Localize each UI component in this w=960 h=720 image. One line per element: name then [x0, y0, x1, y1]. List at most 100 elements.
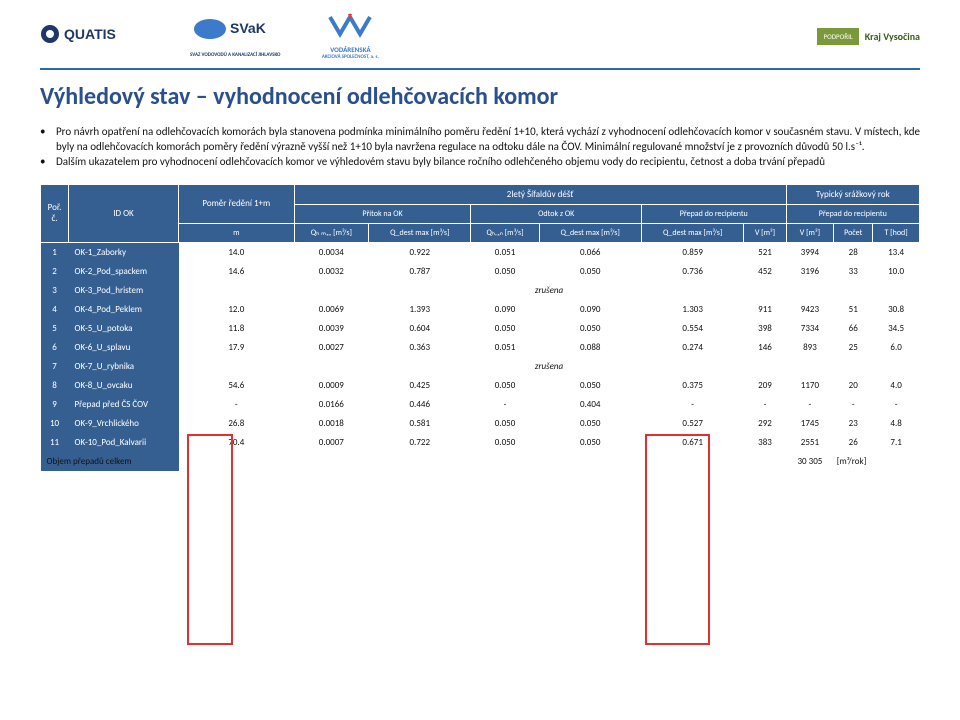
table-row: 1OK-1_Zaborky14.00.00340.9220.0510.0660.…	[41, 242, 920, 262]
logo-vas-sub: AKCIOVÁ SPOLEČNOST, a. s.	[320, 54, 380, 60]
cell-v2: 7334	[786, 319, 834, 338]
cell-t: 13.4	[873, 242, 920, 262]
cell-m: -	[179, 395, 295, 414]
sum-label: Objem přepadů celkem	[41, 452, 179, 471]
cell-qhr: 0.050	[471, 376, 539, 395]
sum-row: Objem přepadů celkem 30 305 [m³/rok]	[41, 452, 920, 471]
cell-p: 66	[834, 319, 873, 338]
cell-qh: 0.0039	[294, 319, 368, 338]
cell-v1: 292	[744, 414, 786, 433]
bullet-item: Pro návrh opatření na odlehčovacích komo…	[40, 125, 920, 155]
cell-qd2: 0.050	[539, 414, 641, 433]
cell-qd3: 0.274	[641, 338, 743, 357]
logo-svak-sub: SVAZ VODOVODŮ A KANALIZACÍ JIHLAVSKO	[190, 52, 280, 58]
cell-num: 1	[41, 242, 69, 262]
th-prepad2: Přepad do recipientu	[786, 204, 919, 223]
cell-qd2: 0.050	[539, 262, 641, 281]
bullet-list: Pro návrh opatření na odlehčovacích komo…	[40, 125, 920, 170]
cell-m: 17.9	[179, 338, 295, 357]
cell-qh: 0.0009	[294, 376, 368, 395]
cell-name: OK-8_U_ovcaku	[69, 376, 179, 395]
cell-qd1: 0.363	[369, 338, 471, 357]
cell-num: 6	[41, 338, 69, 357]
cell-num: 11	[41, 433, 69, 452]
cell-qh: 0.0069	[294, 300, 368, 319]
cell-v2: 893	[786, 338, 834, 357]
table-row: 5OK-5_U_potoka11.80.00390.6040.0500.0500…	[41, 319, 920, 338]
cell-qhr: 0.090	[471, 300, 539, 319]
cell-num: 3	[41, 281, 69, 300]
cell-qd1: 0.922	[369, 242, 471, 262]
table-row: 3OK-3_Pod_hristemzrušena	[41, 281, 920, 300]
table-row: 2OK-2_Pod_spackem14.60.00320.7870.0500.0…	[41, 262, 920, 281]
cell-name: OK-1_Zaborky	[69, 242, 179, 262]
table-wrap: Poř. č. ID OK Poměr ředění 1+m 2letý Šíf…	[40, 184, 920, 471]
logo-vas-name: VODÁRENSKÁ	[320, 45, 380, 54]
cell-p: 23	[834, 414, 873, 433]
th-qd3: Q_dest max [m³/s]	[641, 223, 743, 242]
cell-v2: 2551	[786, 433, 834, 452]
cell-name: Přepad před ČS ČOV	[69, 395, 179, 414]
table-row: 9Přepad před ČS ČOV-0.01660.446-0.404---…	[41, 395, 920, 414]
cell-qd1: 1.393	[369, 300, 471, 319]
cell-name: OK-9_Vrchlického	[69, 414, 179, 433]
cell-t: 7.1	[873, 433, 920, 452]
cell-qhr: 0.050	[471, 414, 539, 433]
th-prepad1: Přepad do recipientu	[641, 204, 786, 223]
cell-v1: 383	[744, 433, 786, 452]
cell-qh: 0.0018	[294, 414, 368, 433]
cell-v2: 1170	[786, 376, 834, 395]
th-v1: V [m³]	[744, 223, 786, 242]
cell-m: 26.8	[179, 414, 295, 433]
cell-name: OK-4_Pod_Peklem	[69, 300, 179, 319]
th-pocet: Počet	[834, 223, 873, 242]
table-row: 4OK-4_Pod_Peklem12.00.00691.3930.0900.09…	[41, 300, 920, 319]
cell-p: 28	[834, 242, 873, 262]
sponsor-box: PODPOŘIL Kraj Vysočina	[817, 28, 920, 45]
cell-name: OK-3_Pod_hristem	[69, 281, 179, 300]
cell-v2: 3196	[786, 262, 834, 281]
th-pritok: Přítok na OK	[294, 204, 471, 223]
cell-num: 8	[41, 376, 69, 395]
cell-qhr: 0.050	[471, 319, 539, 338]
cell-qd3: -	[641, 395, 743, 414]
table-row: 7OK-7_U_rybnikazrušena	[41, 357, 920, 376]
table-row: 10OK-9_Vrchlického26.80.00180.5810.0500.…	[41, 414, 920, 433]
cell-p: 33	[834, 262, 873, 281]
cell-qd3: 0.859	[641, 242, 743, 262]
th-v2: V [m³]	[786, 223, 834, 242]
cell-t: -	[873, 395, 920, 414]
th-qhr: Qₕᵣₐₙ [m³/s]	[471, 223, 539, 242]
sponsor-name: Kraj Vysočina	[865, 30, 920, 43]
cell-qd2: 0.090	[539, 300, 641, 319]
cell-t: 30.8	[873, 300, 920, 319]
cell-qh: 0.0034	[294, 242, 368, 262]
cell-v1: 398	[744, 319, 786, 338]
table-row: 11OK-10_Pod_Kalvarii70.40.00070.7220.050…	[41, 433, 920, 452]
cell-t: 4.8	[873, 414, 920, 433]
page-title: Výhledový stav – vyhodnocení odlehčovací…	[40, 82, 920, 111]
cell-name: OK-7_U_rybnika	[69, 357, 179, 376]
cell-qd1: 0.425	[369, 376, 471, 395]
cell-num: 5	[41, 319, 69, 338]
cell-qd1: 0.581	[369, 414, 471, 433]
logo-row: QUATIS SVaK SVAZ VODOVODŮ A KANALIZACÍ J…	[40, 12, 380, 60]
cell-p: 26	[834, 433, 873, 452]
cell-p: 20	[834, 376, 873, 395]
cell-name: OK-2_Pod_spackem	[69, 262, 179, 281]
cell-qh: 0.0027	[294, 338, 368, 357]
content: Výhledový stav – vyhodnocení odlehčovací…	[0, 82, 960, 471]
logo-vas: VODÁRENSKÁ AKCIOVÁ SPOLEČNOST, a. s.	[320, 12, 380, 60]
cell-v1: 521	[744, 242, 786, 262]
cell-name: OK-5_U_potoka	[69, 319, 179, 338]
cell-qd2: 0.066	[539, 242, 641, 262]
th-t: T [hod]	[873, 223, 920, 242]
th-sif: 2letý Šífaldův déšť	[294, 184, 786, 204]
cell-qd2: 0.050	[539, 376, 641, 395]
cell-m: 14.0	[179, 242, 295, 262]
cell-v2: -	[786, 395, 834, 414]
cell-qhr: 0.051	[471, 242, 539, 262]
cell-qhr: 0.050	[471, 262, 539, 281]
cell-qd2: 0.404	[539, 395, 641, 414]
cell-t: 4.0	[873, 376, 920, 395]
